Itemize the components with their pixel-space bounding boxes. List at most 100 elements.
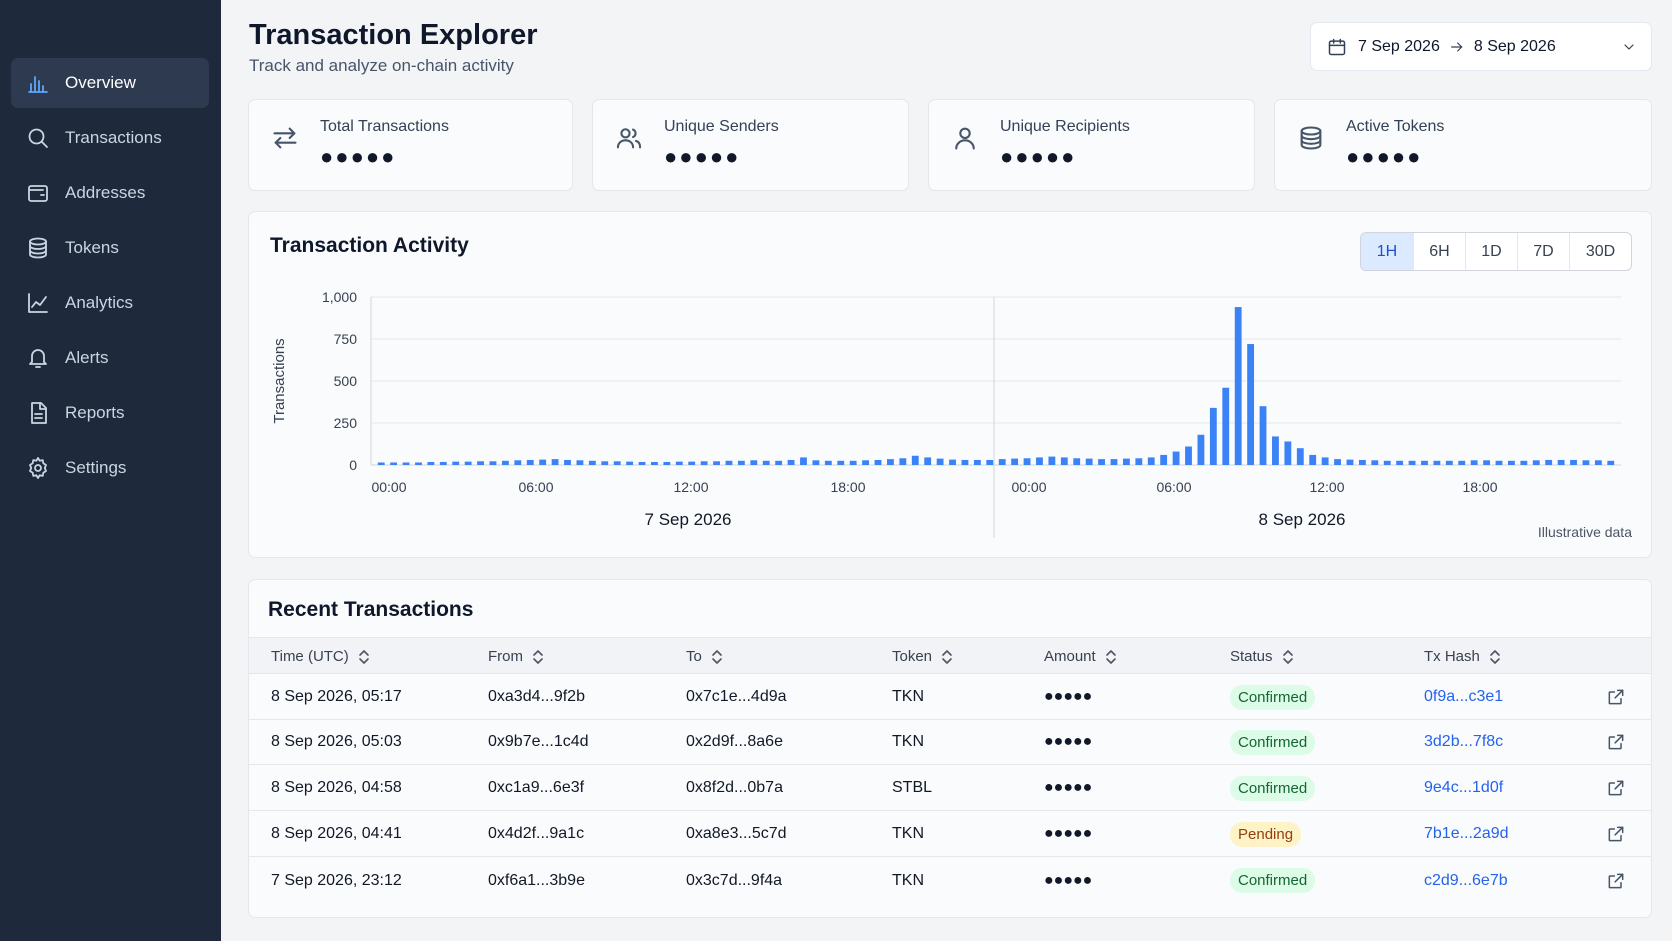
- bar: [1470, 460, 1478, 465]
- bar-chart-icon: [25, 70, 51, 96]
- bar: [924, 457, 932, 465]
- column-header-amount[interactable]: Amount: [1044, 638, 1117, 675]
- bar: [663, 461, 671, 465]
- stat-label: Total Transactions: [320, 118, 449, 135]
- cell-time: 8 Sep 2026, 05:17: [271, 688, 402, 705]
- sidebar-item-label: Settings: [65, 458, 127, 477]
- range-button-1d[interactable]: 1D: [1465, 233, 1517, 270]
- tx-hash-link[interactable]: 7b1e...2a9d: [1424, 825, 1509, 842]
- bar: [1160, 454, 1168, 465]
- bar: [1296, 448, 1304, 465]
- bar: [464, 461, 472, 465]
- stat-card-total-transactions: Total Transactions ●●●●●: [248, 99, 573, 191]
- status-badge-cell: Confirmed: [1230, 766, 1316, 810]
- y-tick-label: 750: [334, 331, 358, 347]
- bar: [638, 461, 646, 465]
- external-link-icon[interactable]: [1606, 858, 1626, 903]
- bar: [1570, 459, 1577, 465]
- bar: [1594, 460, 1602, 465]
- external-link-icon[interactable]: [1606, 766, 1626, 810]
- sidebar-item-overview[interactable]: Overview: [11, 58, 209, 108]
- bar: [564, 459, 571, 465]
- range-button-1h[interactable]: 1H: [1361, 233, 1413, 270]
- external-link-icon[interactable]: [1606, 720, 1626, 764]
- column-header-status[interactable]: Status: [1230, 638, 1294, 675]
- column-header-to[interactable]: To: [686, 638, 723, 675]
- table-row[interactable]: 8 Sep 2026, 04:41 0x4d2f...9a1c 0xa8e3..…: [249, 812, 1651, 857]
- bar: [800, 457, 807, 465]
- sidebar-item-transactions[interactable]: Transactions: [11, 113, 209, 163]
- time-range-selector: 1H 6H 1D 7D 30D: [1360, 232, 1632, 271]
- tx-hash-link[interactable]: c2d9...6e7b: [1424, 871, 1508, 889]
- bar: [1408, 460, 1416, 465]
- column-label: To: [686, 648, 702, 665]
- table-row[interactable]: 7 Sep 2026, 23:12 0xf6a1...3b9e 0x3c7d..…: [249, 858, 1651, 903]
- bar: [675, 461, 683, 465]
- bar: [775, 460, 783, 465]
- bar: [911, 455, 919, 465]
- column-label: Status: [1230, 648, 1273, 665]
- bar: [1445, 460, 1453, 465]
- sidebar-item-settings[interactable]: Settings: [11, 443, 209, 493]
- range-button-7d[interactable]: 7D: [1517, 233, 1569, 270]
- tx-hash-link[interactable]: 9e4c...1d0f: [1424, 779, 1504, 796]
- chart-note: Illustrative data: [1537, 524, 1632, 540]
- bar: [1309, 454, 1317, 465]
- day-label: 7 Sep 2026: [645, 510, 732, 529]
- column-header-from[interactable]: From: [488, 638, 544, 675]
- bar: [949, 459, 956, 465]
- cell-time: 8 Sep 2026, 04:41: [271, 825, 402, 842]
- sort-icon: [358, 649, 369, 664]
- cell-from: 0xf6a1...3b9e: [488, 871, 585, 889]
- bar: [787, 459, 795, 465]
- bar: [489, 461, 497, 465]
- table-row[interactable]: 8 Sep 2026, 04:58 0xc1a9...6e3f 0x8f2d..…: [249, 766, 1651, 811]
- sort-icon: [712, 649, 722, 664]
- stat-label: Unique Senders: [664, 118, 779, 135]
- day-label: 8 Sep 2026: [1259, 510, 1346, 529]
- bar: [812, 460, 820, 465]
- page-title: Transaction Explorer: [249, 19, 538, 51]
- range-button-6h[interactable]: 6H: [1413, 233, 1465, 270]
- y-tick-label: 0: [349, 457, 357, 473]
- range-button-30d[interactable]: 30D: [1569, 233, 1631, 270]
- bar: [998, 459, 1006, 465]
- external-link-icon[interactable]: [1606, 675, 1626, 719]
- bar: [1036, 457, 1043, 465]
- bar: [415, 462, 422, 465]
- column-header-token[interactable]: Token: [892, 638, 953, 675]
- cell-from: 0xa3d4...9f2b: [488, 688, 585, 705]
- x-tick-label: 18:00: [1462, 479, 1497, 495]
- tx-hash-link[interactable]: 0f9a...c3e1: [1424, 688, 1504, 705]
- bar: [526, 459, 534, 465]
- tx-hash-link[interactable]: 3d2b...7f8c: [1424, 733, 1504, 750]
- date-range-picker[interactable]: 7 Sep 2026 8 Sep 2026: [1310, 22, 1652, 71]
- sidebar-item-addresses[interactable]: Addresses: [11, 168, 209, 218]
- table-row[interactable]: 8 Sep 2026, 05:17 0xa3d4...9f2b 0x7c1e..…: [249, 675, 1651, 720]
- y-tick-label: 1,000: [322, 289, 357, 305]
- bar: [427, 461, 435, 465]
- external-link-icon[interactable]: [1606, 812, 1626, 856]
- bar: [576, 460, 584, 465]
- stat-card-unique-recipients: Unique Recipients ●●●●●: [928, 99, 1255, 191]
- chevron-down-icon: [1621, 39, 1637, 55]
- table-header: Time (UTC) From To Token Amount Status T…: [249, 637, 1651, 674]
- stat-value: ●●●●●: [1000, 144, 1077, 169]
- user-icon: [951, 124, 981, 154]
- bar: [613, 461, 621, 465]
- column-header-tx-hash[interactable]: Tx Hash: [1424, 638, 1501, 675]
- bar: [862, 460, 869, 465]
- tx-hash-link-cell: 3d2b...7f8c: [1424, 720, 1503, 764]
- bar: [452, 461, 460, 465]
- table-row[interactable]: 8 Sep 2026, 05:03 0x9b7e...1c4d 0x2d9f..…: [249, 720, 1651, 765]
- sidebar-item-label: Analytics: [65, 293, 134, 312]
- sidebar-item-analytics[interactable]: Analytics: [11, 278, 209, 328]
- sidebar-item-reports[interactable]: Reports: [11, 388, 209, 438]
- sidebar-item-alerts[interactable]: Alerts: [11, 333, 209, 383]
- sidebar-item-label: Tokens: [65, 238, 119, 257]
- date-to: 8 Sep 2026: [1473, 37, 1556, 55]
- sidebar-item-label: Reports: [65, 403, 125, 422]
- column-header-time[interactable]: Time (UTC): [271, 638, 370, 675]
- sidebar-item-tokens[interactable]: Tokens: [11, 223, 209, 273]
- bar: [1284, 441, 1292, 465]
